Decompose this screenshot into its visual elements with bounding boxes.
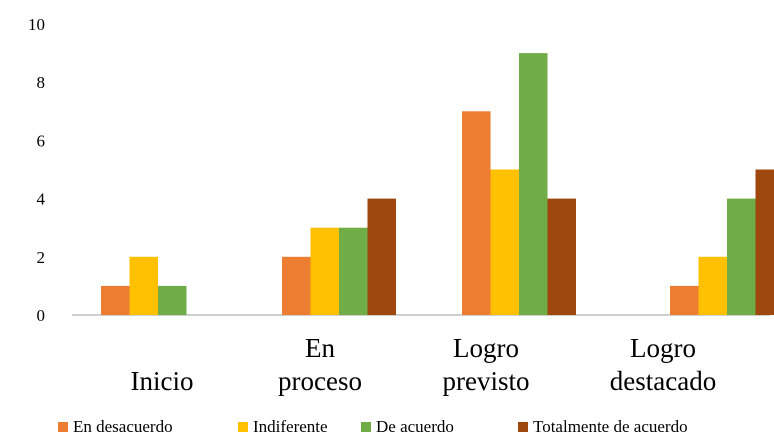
y-tick-label: 6 — [37, 131, 46, 150]
legend-label: De acuerdo — [376, 417, 454, 436]
bar-de-acuerdo-2 — [519, 53, 548, 315]
category-label: destacado — [610, 366, 716, 396]
legend-swatch — [361, 422, 371, 432]
bar-indiferente-1 — [310, 227, 339, 315]
legend-label: Totalmente de acuerdo — [533, 417, 688, 436]
category-label: proceso — [278, 366, 362, 396]
bar-en-desacuerdo-3 — [670, 285, 699, 315]
y-tick-label: 4 — [37, 190, 46, 209]
bar-totalmente-de-acuerdo-2 — [547, 198, 576, 315]
y-tick-label: 2 — [37, 248, 46, 267]
bar-en-desacuerdo-0 — [101, 285, 130, 315]
category-label: Logro — [453, 333, 519, 363]
category-label: Inicio — [131, 366, 194, 396]
bar-en-desacuerdo-1 — [282, 256, 311, 315]
y-tick-label: 0 — [37, 306, 46, 325]
bar-totalmente-de-acuerdo-1 — [367, 198, 396, 315]
category-label: Logro — [630, 333, 696, 363]
y-axis-ticks: 0 2 4 6 8 10 — [28, 15, 46, 325]
bar-de-acuerdo-1 — [339, 227, 368, 315]
legend-label: Indiferente — [253, 417, 328, 436]
category-label: En — [305, 333, 335, 363]
y-tick-label: 8 — [37, 73, 46, 92]
category-labels: InicioEnprocesoLogroprevistoLogrodestaca… — [131, 333, 717, 396]
bar-indiferente-2 — [490, 169, 519, 315]
bar-en-desacuerdo-2 — [462, 111, 491, 315]
y-tick-label: 10 — [28, 15, 45, 34]
legend-swatch — [238, 422, 248, 432]
bar-indiferente-0 — [129, 256, 158, 315]
bar-totalmente-de-acuerdo-3 — [755, 169, 774, 315]
category-label: previsto — [443, 366, 530, 396]
legend-swatch — [58, 422, 68, 432]
bar-de-acuerdo-0 — [158, 285, 187, 315]
bars — [101, 53, 774, 315]
legend: En desacuerdo Indiferente De acuerdo Totalm… — [58, 417, 688, 436]
bar-indiferente-3 — [698, 256, 727, 315]
bar-de-acuerdo-3 — [727, 198, 756, 315]
legend-swatch — [518, 422, 528, 432]
legend-label: En desacuerdo — [73, 417, 173, 436]
